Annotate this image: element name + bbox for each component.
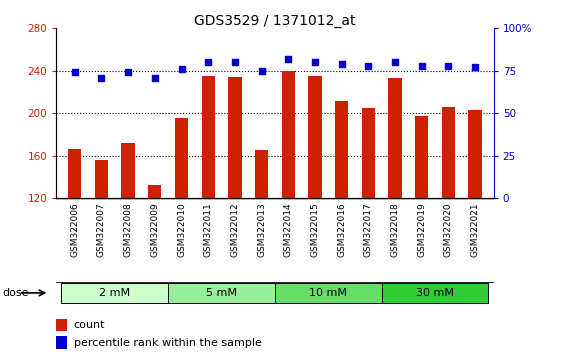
Bar [56,319,67,331]
Text: GSM322008: GSM322008 [123,202,132,257]
Point [177,66,186,72]
Point [310,59,319,65]
Text: 2 mM: 2 mM [99,288,130,298]
Bar [468,110,482,198]
Text: GSM322020: GSM322020 [444,202,453,257]
Text: GSM322021: GSM322021 [471,202,480,257]
Text: 30 mM: 30 mM [416,288,454,298]
Bar [95,160,108,198]
Bar [62,282,168,303]
Text: dose: dose [3,288,29,298]
Point [97,75,106,80]
Point [70,70,79,75]
Text: GSM322016: GSM322016 [337,202,346,257]
Text: 10 mM: 10 mM [309,288,347,298]
Bar [201,76,215,198]
Bar [56,336,67,349]
Text: 5 mM: 5 mM [206,288,237,298]
Text: GSM322013: GSM322013 [257,202,266,257]
Text: GDS3529 / 1371012_at: GDS3529 / 1371012_at [194,14,356,28]
Point [471,64,480,70]
Point [390,59,399,65]
Text: GSM322015: GSM322015 [310,202,319,257]
Bar [168,282,275,303]
Text: GSM322011: GSM322011 [204,202,213,257]
Bar [335,101,348,198]
Bar [228,77,242,198]
Point [284,56,293,62]
Text: GSM322010: GSM322010 [177,202,186,257]
Point [337,61,346,67]
Point [123,70,132,75]
Point [417,63,426,69]
Bar [175,118,188,198]
Text: percentile rank within the sample: percentile rank within the sample [73,338,261,348]
Bar [388,78,402,198]
Point [257,68,266,74]
Text: GSM322018: GSM322018 [390,202,399,257]
Text: GSM322009: GSM322009 [150,202,159,257]
Text: count: count [73,320,105,330]
Bar [362,108,375,198]
Bar [255,150,268,198]
Text: GSM322012: GSM322012 [231,202,240,257]
Bar [68,149,81,198]
Point [204,59,213,65]
Bar [381,282,488,303]
Bar [282,71,295,198]
Bar [275,282,381,303]
Bar [148,185,162,198]
Text: GSM322014: GSM322014 [284,202,293,257]
Bar [122,143,135,198]
Bar [415,116,428,198]
Point [364,63,373,69]
Bar [308,76,321,198]
Point [231,59,240,65]
Text: GSM322017: GSM322017 [364,202,373,257]
Text: GSM322006: GSM322006 [70,202,79,257]
Text: GSM322019: GSM322019 [417,202,426,257]
Text: GSM322007: GSM322007 [97,202,106,257]
Point [444,63,453,69]
Bar [442,107,455,198]
Point [150,75,159,80]
